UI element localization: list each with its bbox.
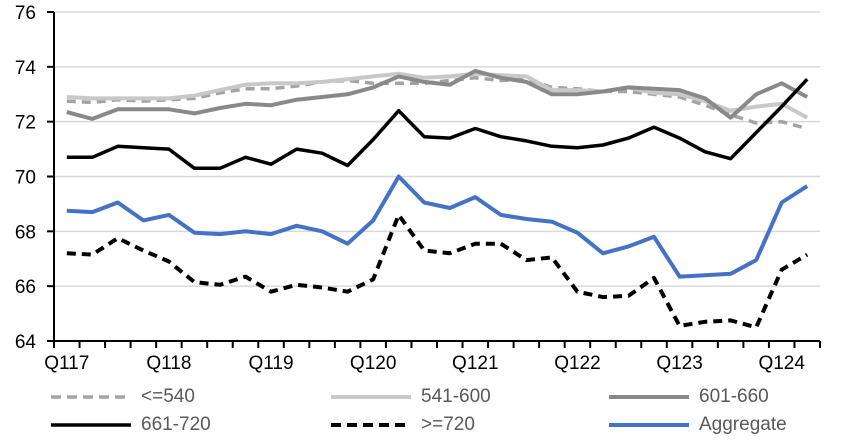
legend-label-541-600: 541-600 bbox=[421, 386, 491, 407]
legend-swatch-541-600 bbox=[331, 395, 411, 399]
legend-item-ge720: >=720 bbox=[330, 415, 475, 435]
legend-label-aggregate: Aggregate bbox=[699, 414, 787, 435]
legend-label-le540: <=540 bbox=[141, 386, 195, 407]
x-year-label-Q121: Q121 bbox=[452, 353, 498, 374]
series-line-<=540 bbox=[66, 76, 808, 131]
legend-swatch-aggregate bbox=[609, 423, 689, 427]
x-year-label-Q119: Q119 bbox=[248, 353, 293, 374]
y-tick-label-66: 66 bbox=[15, 277, 36, 298]
series-line-601-660 bbox=[66, 68, 809, 121]
legend-item-601-660: 601-660 bbox=[608, 387, 769, 407]
legend-label-ge720: >=720 bbox=[421, 414, 475, 435]
y-tick-label-76: 76 bbox=[15, 3, 36, 24]
legend-label-601-660: 601-660 bbox=[699, 386, 769, 407]
legend-item-661-720: 661-720 bbox=[50, 415, 211, 435]
x-year-label-Q120: Q120 bbox=[350, 353, 396, 374]
series-line->=720 bbox=[66, 212, 809, 330]
y-tick-label-70: 70 bbox=[15, 168, 36, 189]
legend-item-aggregate: Aggregate bbox=[608, 415, 787, 435]
y-tick-label-64: 64 bbox=[15, 332, 37, 353]
series-line-541-600 bbox=[66, 71, 809, 120]
y-tick-label-68: 68 bbox=[15, 222, 36, 243]
x-year-label-Q122: Q122 bbox=[554, 353, 600, 374]
legend-swatch-le540 bbox=[51, 395, 131, 399]
x-year-label-Q123: Q123 bbox=[656, 353, 702, 374]
x-year-label-Q118: Q118 bbox=[146, 353, 191, 374]
y-tick-label-74: 74 bbox=[15, 58, 37, 79]
legend-swatch-661-720 bbox=[51, 423, 131, 427]
series-line-661-720 bbox=[66, 78, 809, 171]
x-year-label-Q124: Q124 bbox=[758, 353, 805, 374]
series-line-Aggregate bbox=[66, 174, 809, 279]
x-year-label-Q117: Q117 bbox=[44, 353, 89, 374]
legend-label-661-720: 661-720 bbox=[141, 414, 211, 435]
legend-item-le540: <=540 bbox=[50, 387, 195, 407]
legend-swatch-ge720 bbox=[331, 423, 411, 427]
legend-item-541-600: 541-600 bbox=[330, 387, 491, 407]
legend-swatch-601-660 bbox=[609, 395, 689, 399]
y-tick-label-72: 72 bbox=[15, 113, 36, 134]
